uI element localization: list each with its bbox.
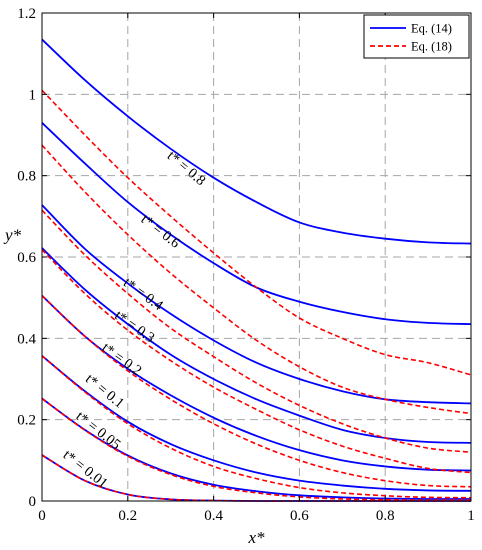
series-line-t-0-2-eq18 [41,295,472,488]
y-tick-label: 0.4 [17,331,36,347]
series-line-t-0-1-eq14 [41,355,472,492]
x-tick-label: 0.6 [290,508,309,524]
series-line-t-0-3-eq18 [41,249,472,474]
series-line-t-0-2-eq14 [41,294,472,472]
axis-ticks: 0 0.2 0.4 0.6 0.8 1 0 0.2 0.4 0.6 0.8 1 1.2 [17,6,475,524]
y-tick-label: 1 [29,87,37,103]
x-tick-label: 0.2 [118,508,137,524]
grid [42,13,471,501]
y-tick-label: 0 [29,494,37,510]
series-group [41,38,472,502]
series-line-t-0-8-eq14 [41,38,472,245]
legend: Eq. (14) Eq. (18) [363,14,470,59]
series-line-t-0-4-eq18 [41,209,472,453]
x-tick-label: 0 [38,508,46,524]
y-tick-label: 0.2 [17,413,36,429]
x-axis-label: x* [247,528,265,547]
legend-box [363,14,470,59]
x-tick-label: 0.8 [376,508,395,524]
y-tick-label: 0.8 [17,169,36,185]
series-line-t-0-05-eq18 [41,397,472,502]
series-line-t-0-4-eq14 [41,204,472,405]
series-line-t-0-6-eq18 [41,144,472,415]
y-axis-label: y* [3,226,22,245]
legend-entry-label: Eq. (18) [411,40,452,54]
x-tick-label: 1 [467,508,475,524]
legend-entry-label: Eq. (14) [411,22,452,36]
y-tick-label: 0.6 [17,250,36,266]
x-tick-label: 0.4 [204,508,223,524]
series-line-t-0-8-eq18 [41,89,472,376]
series-line-t-0-3-eq14 [41,247,472,444]
y-tick-label: 1.2 [17,6,36,22]
series-line-t-0-1-eq18 [41,355,472,499]
